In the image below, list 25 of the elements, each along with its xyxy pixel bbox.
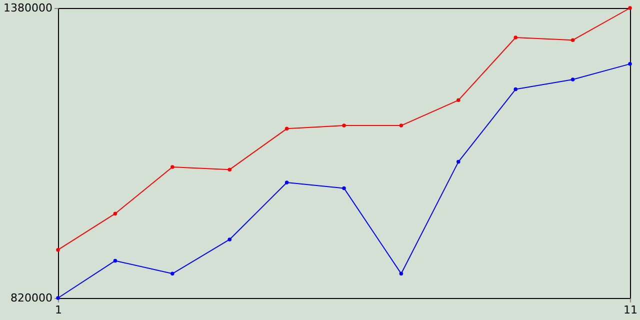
point xyxy=(628,6,632,10)
point xyxy=(342,124,346,128)
point xyxy=(399,272,404,276)
point xyxy=(570,38,575,42)
y-tick-label: 1380000 xyxy=(4,2,52,14)
point xyxy=(628,62,632,66)
point xyxy=(170,272,174,276)
point xyxy=(456,160,460,164)
point xyxy=(284,126,289,131)
point xyxy=(514,36,518,40)
x-tick-label: 1 xyxy=(55,304,62,316)
point xyxy=(170,165,174,169)
point xyxy=(113,212,118,216)
point xyxy=(570,78,575,82)
point xyxy=(56,248,60,252)
point xyxy=(514,87,518,92)
x-tick-label: 11 xyxy=(624,304,638,316)
point xyxy=(284,180,289,184)
point xyxy=(228,238,232,242)
point xyxy=(113,258,118,263)
point xyxy=(228,168,232,172)
point xyxy=(456,98,460,102)
point xyxy=(342,186,346,190)
point xyxy=(399,124,404,128)
y-tick-label: 820000 xyxy=(10,292,52,304)
